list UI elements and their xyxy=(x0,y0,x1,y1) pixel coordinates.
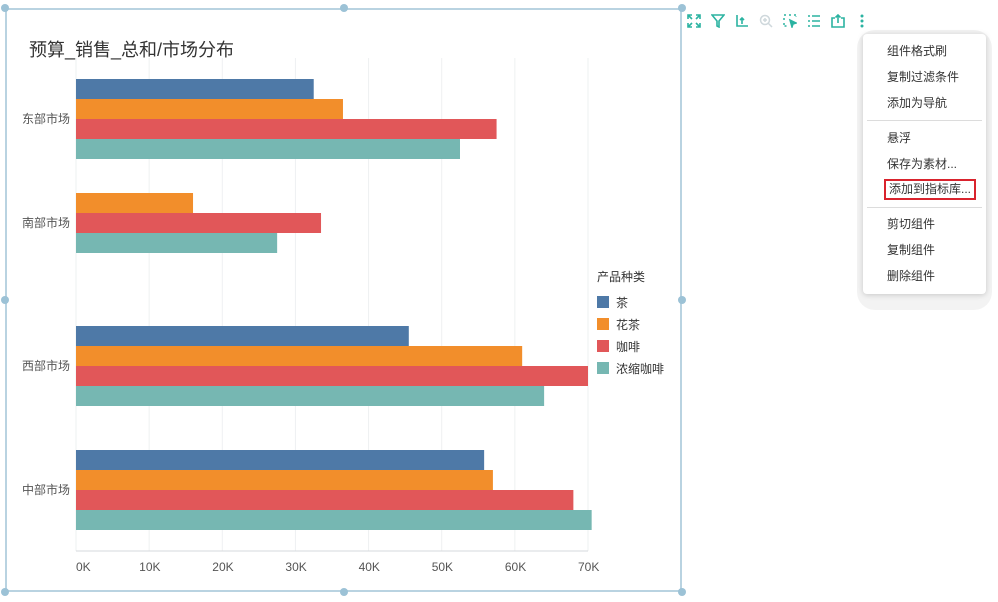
list-icon[interactable] xyxy=(802,10,826,32)
bar[interactable] xyxy=(76,366,588,386)
select-icon[interactable] xyxy=(778,10,802,32)
resize-handle-mr[interactable] xyxy=(678,296,686,304)
legend-label: 浓缩咖啡 xyxy=(616,361,665,376)
resize-handle-ml[interactable] xyxy=(1,296,9,304)
resize-handle-tl[interactable] xyxy=(1,4,9,12)
widget-toolbar xyxy=(682,10,874,32)
resize-handle-bm[interactable] xyxy=(340,588,348,596)
legend-swatch xyxy=(597,362,609,374)
bar[interactable] xyxy=(76,213,322,233)
menu-item-float[interactable]: 悬浮 xyxy=(887,131,912,145)
x-tick-label: 60K xyxy=(505,560,526,574)
menu-item-delete[interactable]: 删除组件 xyxy=(887,269,936,283)
fullscreen-icon[interactable] xyxy=(682,10,706,32)
legend-item-coffee[interactable]: 咖啡 xyxy=(597,335,664,357)
export-icon[interactable] xyxy=(826,10,850,32)
legend-item-espresso[interactable]: 浓缩咖啡 xyxy=(597,357,664,379)
bar[interactable] xyxy=(76,346,523,366)
menu-item-copy[interactable]: 复制组件 xyxy=(887,243,936,257)
x-tick-label: 0K xyxy=(76,560,91,574)
bar[interactable] xyxy=(76,139,460,159)
drill-icon[interactable] xyxy=(730,10,754,32)
resize-handle-tr[interactable] xyxy=(678,4,686,12)
category-label: 南部市场 xyxy=(22,215,70,230)
x-tick-label: 40K xyxy=(359,560,380,574)
bar[interactable] xyxy=(76,99,343,119)
chart-legend: 产品种类 茶 花茶 咖啡 浓缩咖啡 xyxy=(597,268,664,379)
category-label: 中部市场 xyxy=(22,482,70,497)
filter-icon[interactable] xyxy=(706,10,730,32)
category-label: 西部市场 xyxy=(22,358,70,373)
legend-item-tea[interactable]: 茶 xyxy=(597,291,664,313)
bar[interactable] xyxy=(76,450,485,470)
more-icon[interactable] xyxy=(850,10,874,32)
menu-item-add-nav[interactable]: 添加为导航 xyxy=(887,96,948,110)
resize-handle-br[interactable] xyxy=(678,588,686,596)
menu-item-add-to-metrics[interactable]: 添加到指标库... xyxy=(884,179,977,200)
legend-label: 咖啡 xyxy=(616,339,641,354)
legend-swatch xyxy=(597,340,609,352)
bar[interactable] xyxy=(76,326,409,346)
menu-separator xyxy=(867,207,982,208)
legend-title: 产品种类 xyxy=(597,270,646,284)
resize-handle-tm[interactable] xyxy=(340,4,348,12)
legend-label: 花茶 xyxy=(616,317,641,332)
bar[interactable] xyxy=(76,79,314,99)
legend-swatch xyxy=(597,318,609,330)
menu-separator xyxy=(867,120,982,121)
bar[interactable] xyxy=(76,233,278,253)
bar[interactable] xyxy=(76,193,194,213)
category-label: 东部市场 xyxy=(22,111,70,126)
x-tick-label: 70K xyxy=(578,560,599,574)
context-menu: 组件格式刷 复制过滤条件 添加为导航 悬浮 保存为素材... 添加到指标库...… xyxy=(863,34,986,294)
bar[interactable] xyxy=(76,470,493,490)
bar[interactable] xyxy=(76,119,497,139)
widget-title: 预算_销售_总和/市场分布 xyxy=(29,40,235,60)
menu-item-cut[interactable]: 剪切组件 xyxy=(887,217,936,231)
x-tick-label: 30K xyxy=(285,560,306,574)
x-tick-label: 20K xyxy=(212,560,233,574)
bar[interactable] xyxy=(76,510,592,530)
menu-item-format-brush[interactable]: 组件格式刷 xyxy=(887,44,948,58)
menu-item-save-material[interactable]: 保存为素材... xyxy=(887,157,958,171)
x-tick-label: 50K xyxy=(432,560,453,574)
x-tick-label: 10K xyxy=(139,560,160,574)
menu-item-copy-filter[interactable]: 复制过滤条件 xyxy=(887,70,960,84)
legend-swatch xyxy=(597,296,609,308)
resize-handle-bl[interactable] xyxy=(1,588,9,596)
bar[interactable] xyxy=(76,490,574,510)
legend-label: 茶 xyxy=(616,295,629,310)
zoom-icon xyxy=(754,10,778,32)
legend-item-herbal-tea[interactable]: 花茶 xyxy=(597,313,664,335)
bar[interactable] xyxy=(76,386,545,406)
